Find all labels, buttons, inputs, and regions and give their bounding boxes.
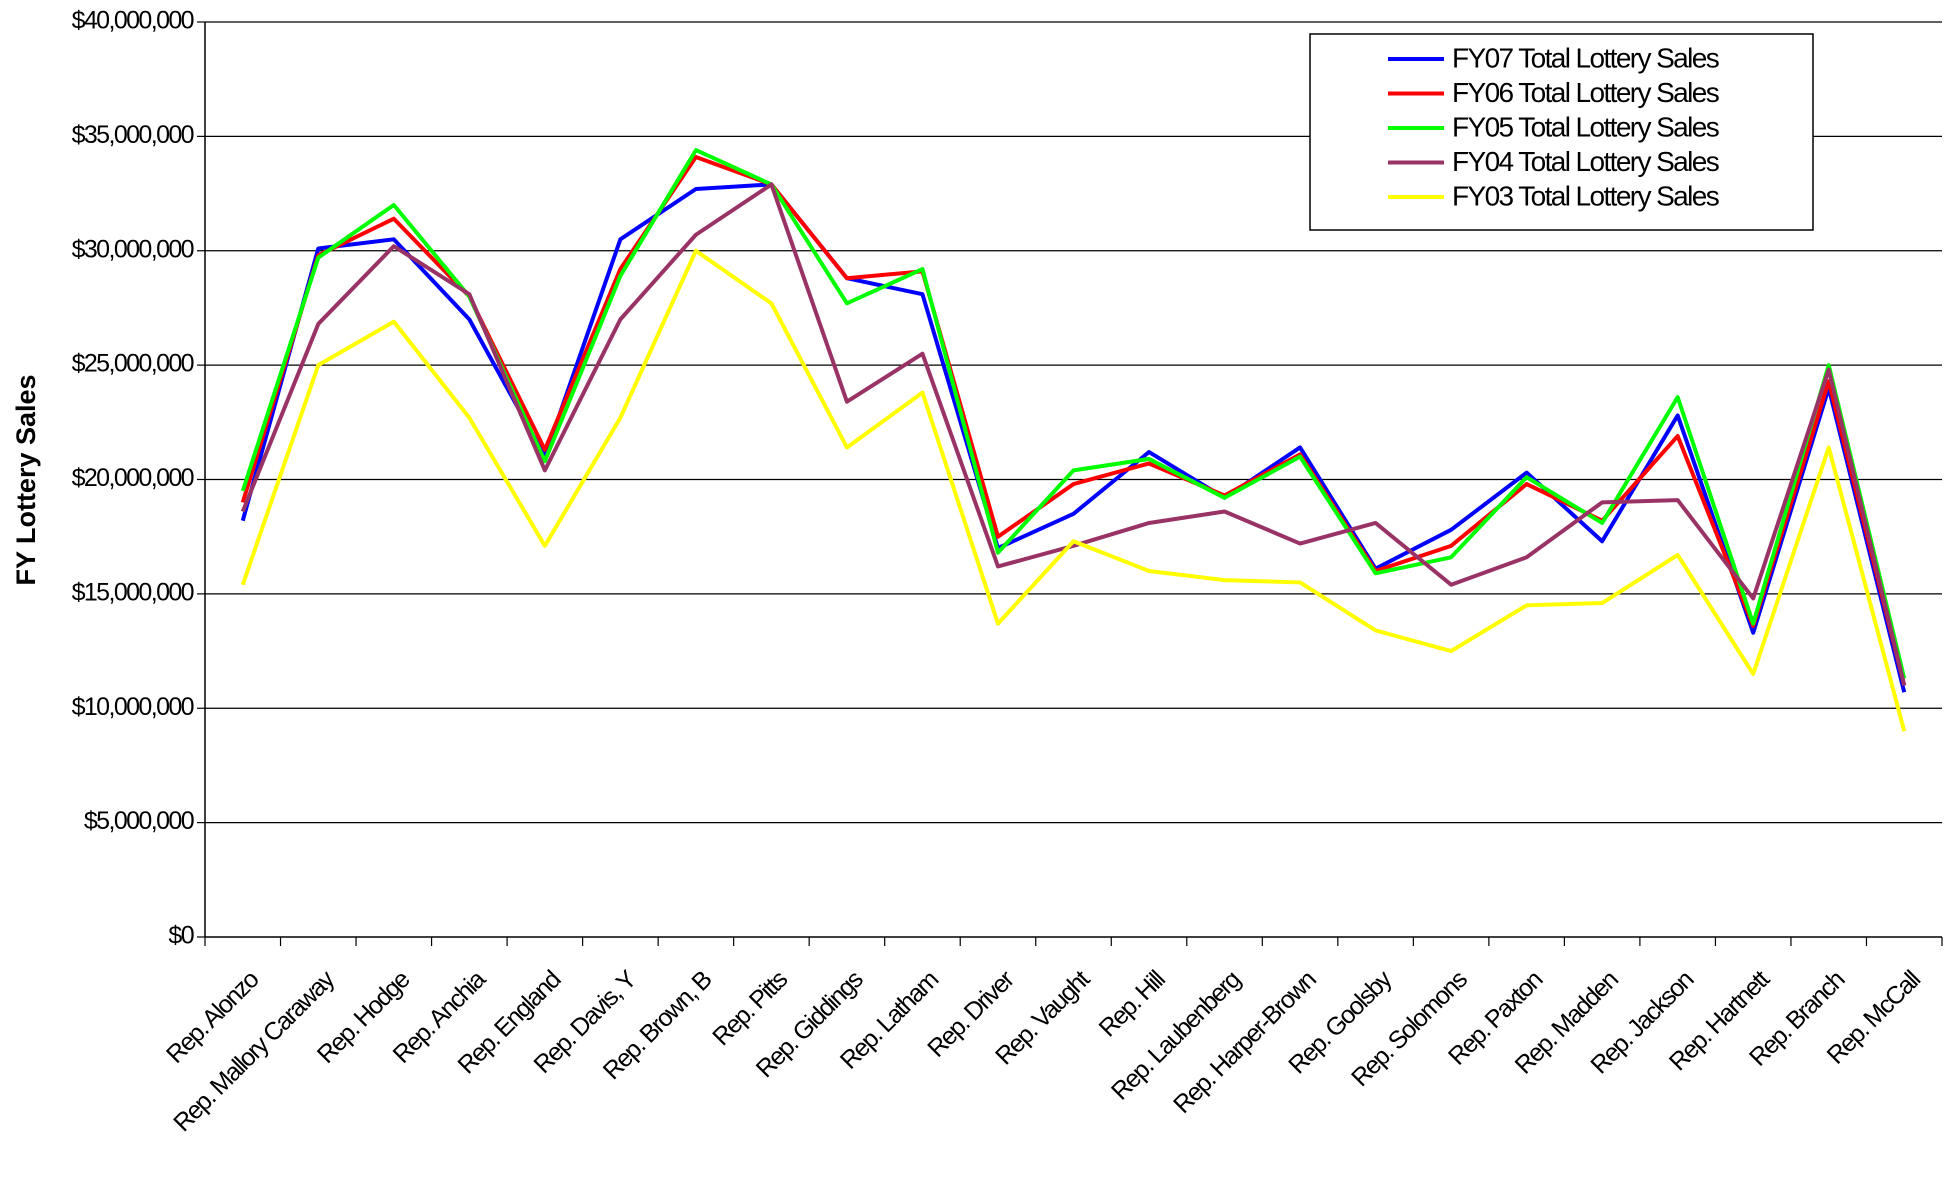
y-tick-label: $20,000,000 xyxy=(72,464,194,492)
x-tick-label: Rep. Laubenberg xyxy=(1106,966,1246,1106)
x-tick-label: Rep. Hill xyxy=(1094,966,1170,1042)
y-tick-label: $35,000,000 xyxy=(72,121,194,149)
x-tick-label: Rep. Harper-Brown xyxy=(1168,966,1321,1119)
y-tick-label: $40,000,000 xyxy=(72,7,194,35)
y-tick-label: $0 xyxy=(168,922,193,950)
y-tick-label: $25,000,000 xyxy=(72,350,194,378)
legend-label: FY05 Total Lottery Sales xyxy=(1452,111,1719,142)
y-tick-label: $15,000,000 xyxy=(72,578,194,606)
legend-label: FY03 Total Lottery Sales xyxy=(1452,180,1719,211)
legend-label: FY04 Total Lottery Sales xyxy=(1452,146,1719,177)
y-axis-label: FY Lottery Sales xyxy=(11,374,41,585)
series-line xyxy=(240,182,1907,686)
series-line xyxy=(240,248,1907,732)
legend-label: FY06 Total Lottery Sales xyxy=(1452,77,1719,108)
y-tick-label: $5,000,000 xyxy=(84,807,194,835)
y-tick-label: $30,000,000 xyxy=(72,235,194,263)
series-line xyxy=(240,148,1907,679)
series-line xyxy=(240,154,1907,686)
y-tick-label: $10,000,000 xyxy=(72,693,194,721)
legend-label: FY07 Total Lottery Sales xyxy=(1452,42,1719,73)
